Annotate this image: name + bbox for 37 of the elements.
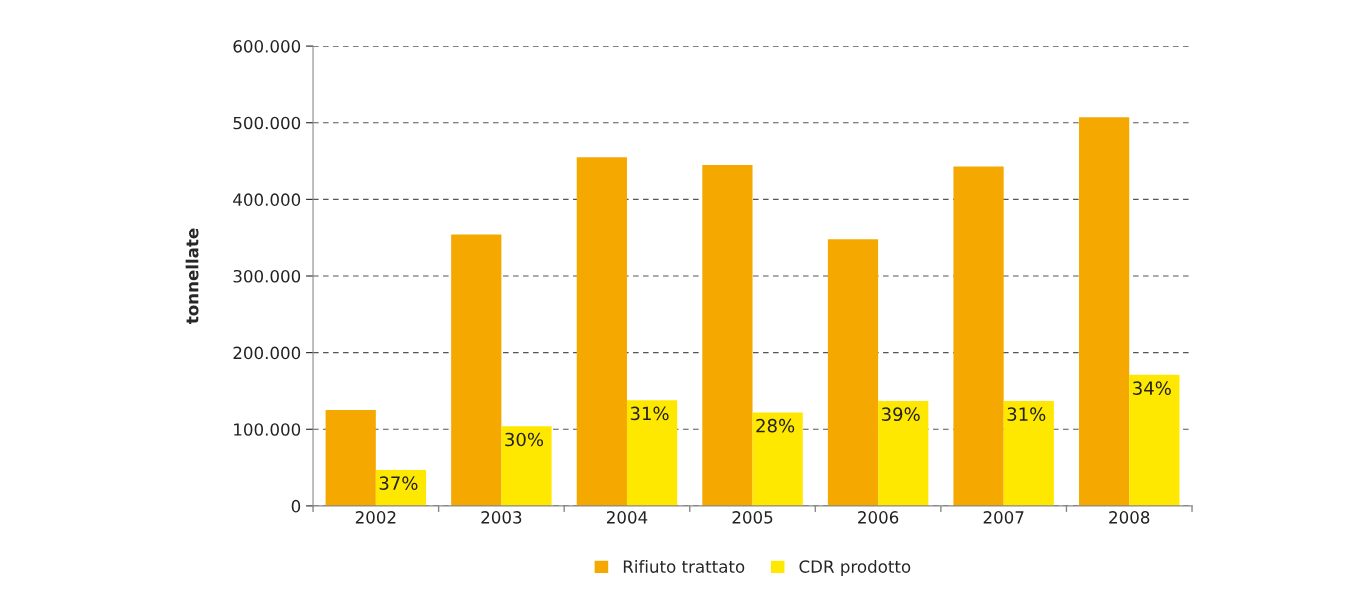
x-tick-label: 2002 [355, 511, 396, 524]
annotation: 28% [756, 418, 795, 433]
bar [501, 426, 552, 506]
annotation: 37% [379, 476, 418, 490]
bar [878, 400, 929, 506]
y-tick-label: 200.000 [233, 346, 301, 360]
y-tick-label: 500.000 [233, 116, 301, 130]
x-tick-label: 2004 [606, 511, 648, 524]
bar [1003, 400, 1054, 506]
y-tick-label: 600.000 [233, 40, 301, 53]
bar [827, 239, 879, 506]
bar [451, 234, 502, 506]
x-tick-label: 2007 [983, 511, 1024, 524]
bar [953, 166, 1004, 506]
bar [752, 412, 803, 506]
y-tick-label: 300.000 [233, 269, 301, 283]
x-tick-label: 2006 [858, 511, 899, 524]
legend-label: Rifiuto trattato [623, 559, 745, 573]
annotation: 30% [505, 432, 544, 447]
bar [626, 400, 678, 506]
x-tick-label: 2005 [732, 511, 773, 524]
y-tick-label: 100.000 [234, 423, 301, 436]
bar [1079, 117, 1130, 506]
annotation: 31% [1007, 407, 1046, 422]
annotation: 39% [881, 407, 920, 422]
y-tick-label: 0 [291, 499, 301, 513]
bar [325, 410, 376, 506]
legend-label: CDR prodotto [799, 559, 911, 577]
annotation: 34% [1133, 381, 1171, 395]
bar [576, 157, 627, 506]
bar [702, 164, 753, 506]
bar [1129, 374, 1180, 506]
x-tick-label: 2003 [481, 511, 522, 524]
annotation: 31% [630, 406, 669, 421]
y-axis-title: tonnellate [185, 228, 199, 324]
x-tick-label: 2008 [1109, 511, 1150, 524]
y-tick-label: 400.000 [233, 193, 301, 206]
